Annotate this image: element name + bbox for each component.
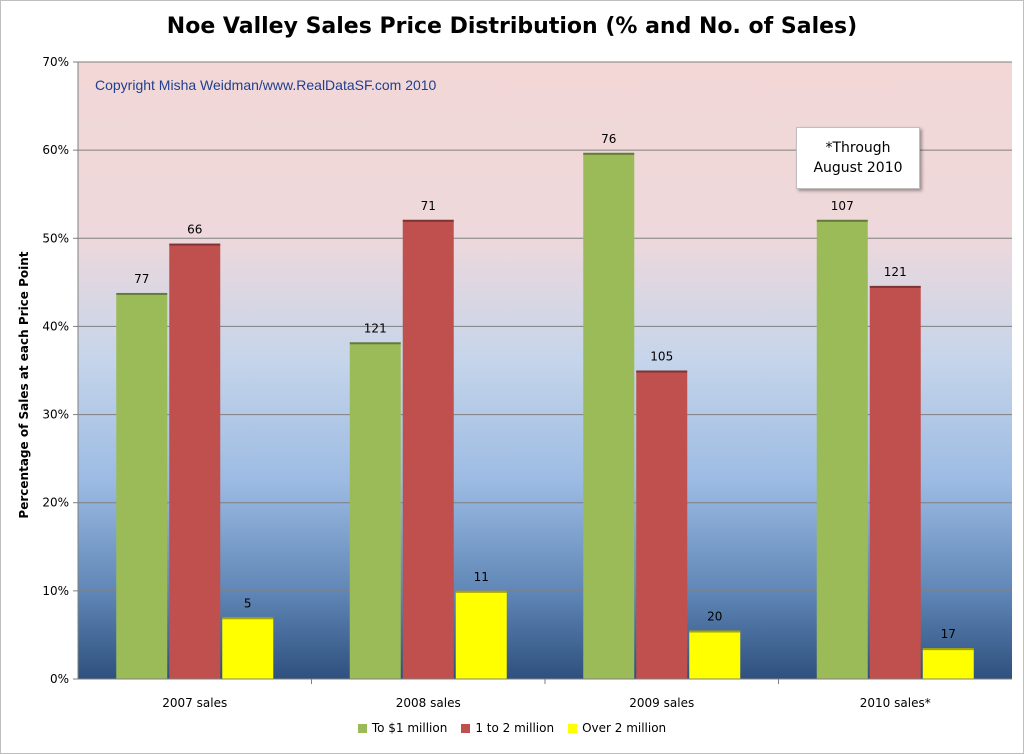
data-label: 76 xyxy=(601,132,616,146)
data-label: 107 xyxy=(831,199,854,213)
copyright-annotation: Copyright Misha Weidman/www.RealDataSF.c… xyxy=(95,77,437,93)
note-box: *Through August 2010 xyxy=(796,127,920,189)
bar-top-edge xyxy=(689,630,741,633)
bar xyxy=(636,370,688,679)
y-tick-label: 20% xyxy=(42,496,69,510)
x-category-label: 2007 sales xyxy=(162,696,227,710)
note-line-1: *Through xyxy=(825,140,891,156)
data-label: 5 xyxy=(244,596,252,610)
bar xyxy=(869,285,921,679)
bar-top-edge xyxy=(816,219,868,222)
bar xyxy=(816,219,868,680)
bar xyxy=(455,590,507,679)
note-line-2: August 2010 xyxy=(813,160,903,176)
axes: 0% 10% 20% 30% 40% 50% 60% 70% 2007 sales 2008 sa… xyxy=(42,55,1012,710)
data-label: 17 xyxy=(941,627,956,641)
legend-label: 1 to 2 million xyxy=(475,721,555,735)
y-tick-label: 70% xyxy=(42,55,69,69)
data-labels: 77 66 5 121 71 11 76 105 20 107 121 17 xyxy=(134,132,956,641)
legend-label: To $1 million xyxy=(371,721,448,735)
legend-label: Over 2 million xyxy=(582,721,667,735)
y-tick-label: 40% xyxy=(42,319,69,333)
data-label: 71 xyxy=(421,199,436,213)
chart-title: Noe Valley Sales Price Distribution (% a… xyxy=(166,14,858,39)
bar xyxy=(402,219,454,680)
y-tick-label: 50% xyxy=(42,231,69,245)
x-category-label: 2008 sales xyxy=(396,696,461,710)
y-tick-label: 60% xyxy=(42,143,69,157)
legend-swatch xyxy=(357,723,367,733)
bar xyxy=(689,630,741,679)
bar xyxy=(222,617,274,679)
bars xyxy=(116,152,974,680)
y-tick-label: 30% xyxy=(42,408,69,422)
data-label: 105 xyxy=(650,350,673,364)
bar-top-edge xyxy=(116,292,168,295)
bar-top-edge xyxy=(222,617,274,620)
y-tick-label: 0% xyxy=(50,672,69,686)
data-label: 121 xyxy=(364,321,387,335)
bar-top-edge xyxy=(583,152,635,155)
legend-item: Over 2 million xyxy=(568,721,666,735)
bar xyxy=(349,342,401,679)
bar-top-edge xyxy=(922,648,974,651)
bar xyxy=(922,648,974,679)
y-tick-label: 10% xyxy=(42,584,69,598)
legend-swatch xyxy=(461,723,471,733)
bar xyxy=(583,152,635,680)
bar-top-edge xyxy=(869,285,921,288)
x-category-label: 2009 sales xyxy=(629,696,694,710)
bar xyxy=(116,292,168,679)
bar-top-edge xyxy=(402,219,454,222)
bar xyxy=(169,243,221,679)
legend-item: To $1 million xyxy=(357,721,448,735)
legend-item: 1 to 2 million xyxy=(461,721,554,735)
bar-top-edge xyxy=(169,243,221,246)
bar-top-edge xyxy=(636,370,688,373)
bar-top-edge xyxy=(455,590,507,593)
bar-top-edge xyxy=(349,342,401,345)
legend-swatch xyxy=(568,723,578,733)
data-label: 66 xyxy=(187,223,202,237)
legend: To $1 million 1 to 2 million Over 2 millio… xyxy=(0,721,1024,735)
data-label: 11 xyxy=(474,570,489,584)
data-label: 20 xyxy=(707,610,722,624)
data-label: 121 xyxy=(884,265,907,279)
data-label: 77 xyxy=(134,272,149,286)
x-category-label: 2010 sales* xyxy=(860,696,931,710)
